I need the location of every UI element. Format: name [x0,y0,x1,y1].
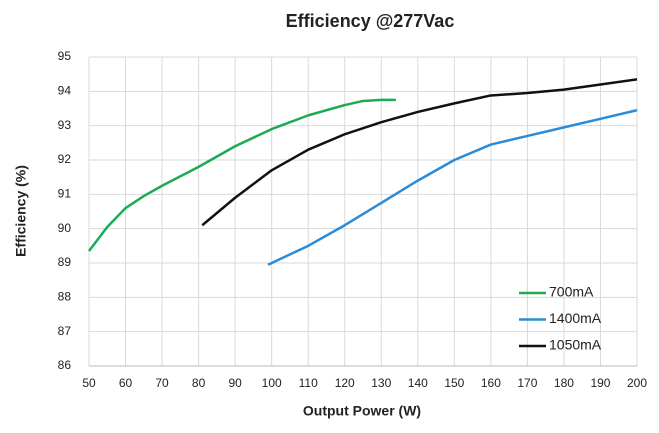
x-tick-label: 120 [335,376,355,390]
y-tick-label: 94 [58,84,72,98]
y-tick-label: 95 [58,49,72,63]
y-tick-label: 92 [58,152,72,166]
y-tick-label: 91 [58,187,72,201]
x-tick-label: 140 [408,376,428,390]
legend-label: 1400mA [549,310,602,326]
legend-label: 700mA [549,284,594,300]
x-tick-label: 170 [517,376,537,390]
y-tick-label: 89 [58,255,72,269]
x-tick-label: 180 [554,376,574,390]
y-tick-label: 88 [58,290,72,304]
x-tick-label: 70 [155,376,169,390]
x-tick-label: 80 [192,376,206,390]
line-series [88,98,396,252]
x-tick-label: 130 [371,376,391,390]
line-series [267,108,638,266]
x-tick-label: 60 [119,376,133,390]
y-axis-label: Efficiency (%) [13,165,29,257]
x-axis-label: Output Power (W) [303,403,421,419]
y-tick-label: 87 [58,324,72,338]
x-tick-label: 100 [262,376,282,390]
x-tick-label: 110 [299,376,318,390]
x-tick-label: 200 [627,376,647,390]
legend-label: 1050mA [549,337,602,353]
x-tick-label: 150 [444,376,464,390]
y-tick-label: 93 [58,118,72,132]
y-tick-label: 90 [58,221,72,235]
line-series [201,78,638,227]
x-tick-label: 50 [82,376,96,390]
x-tick-label: 90 [228,376,242,390]
x-tick-label: 160 [481,376,501,390]
chart-title: Efficiency @277Vac [286,11,455,31]
y-tick-label: 86 [58,358,72,372]
x-tick-label: 190 [590,376,610,390]
